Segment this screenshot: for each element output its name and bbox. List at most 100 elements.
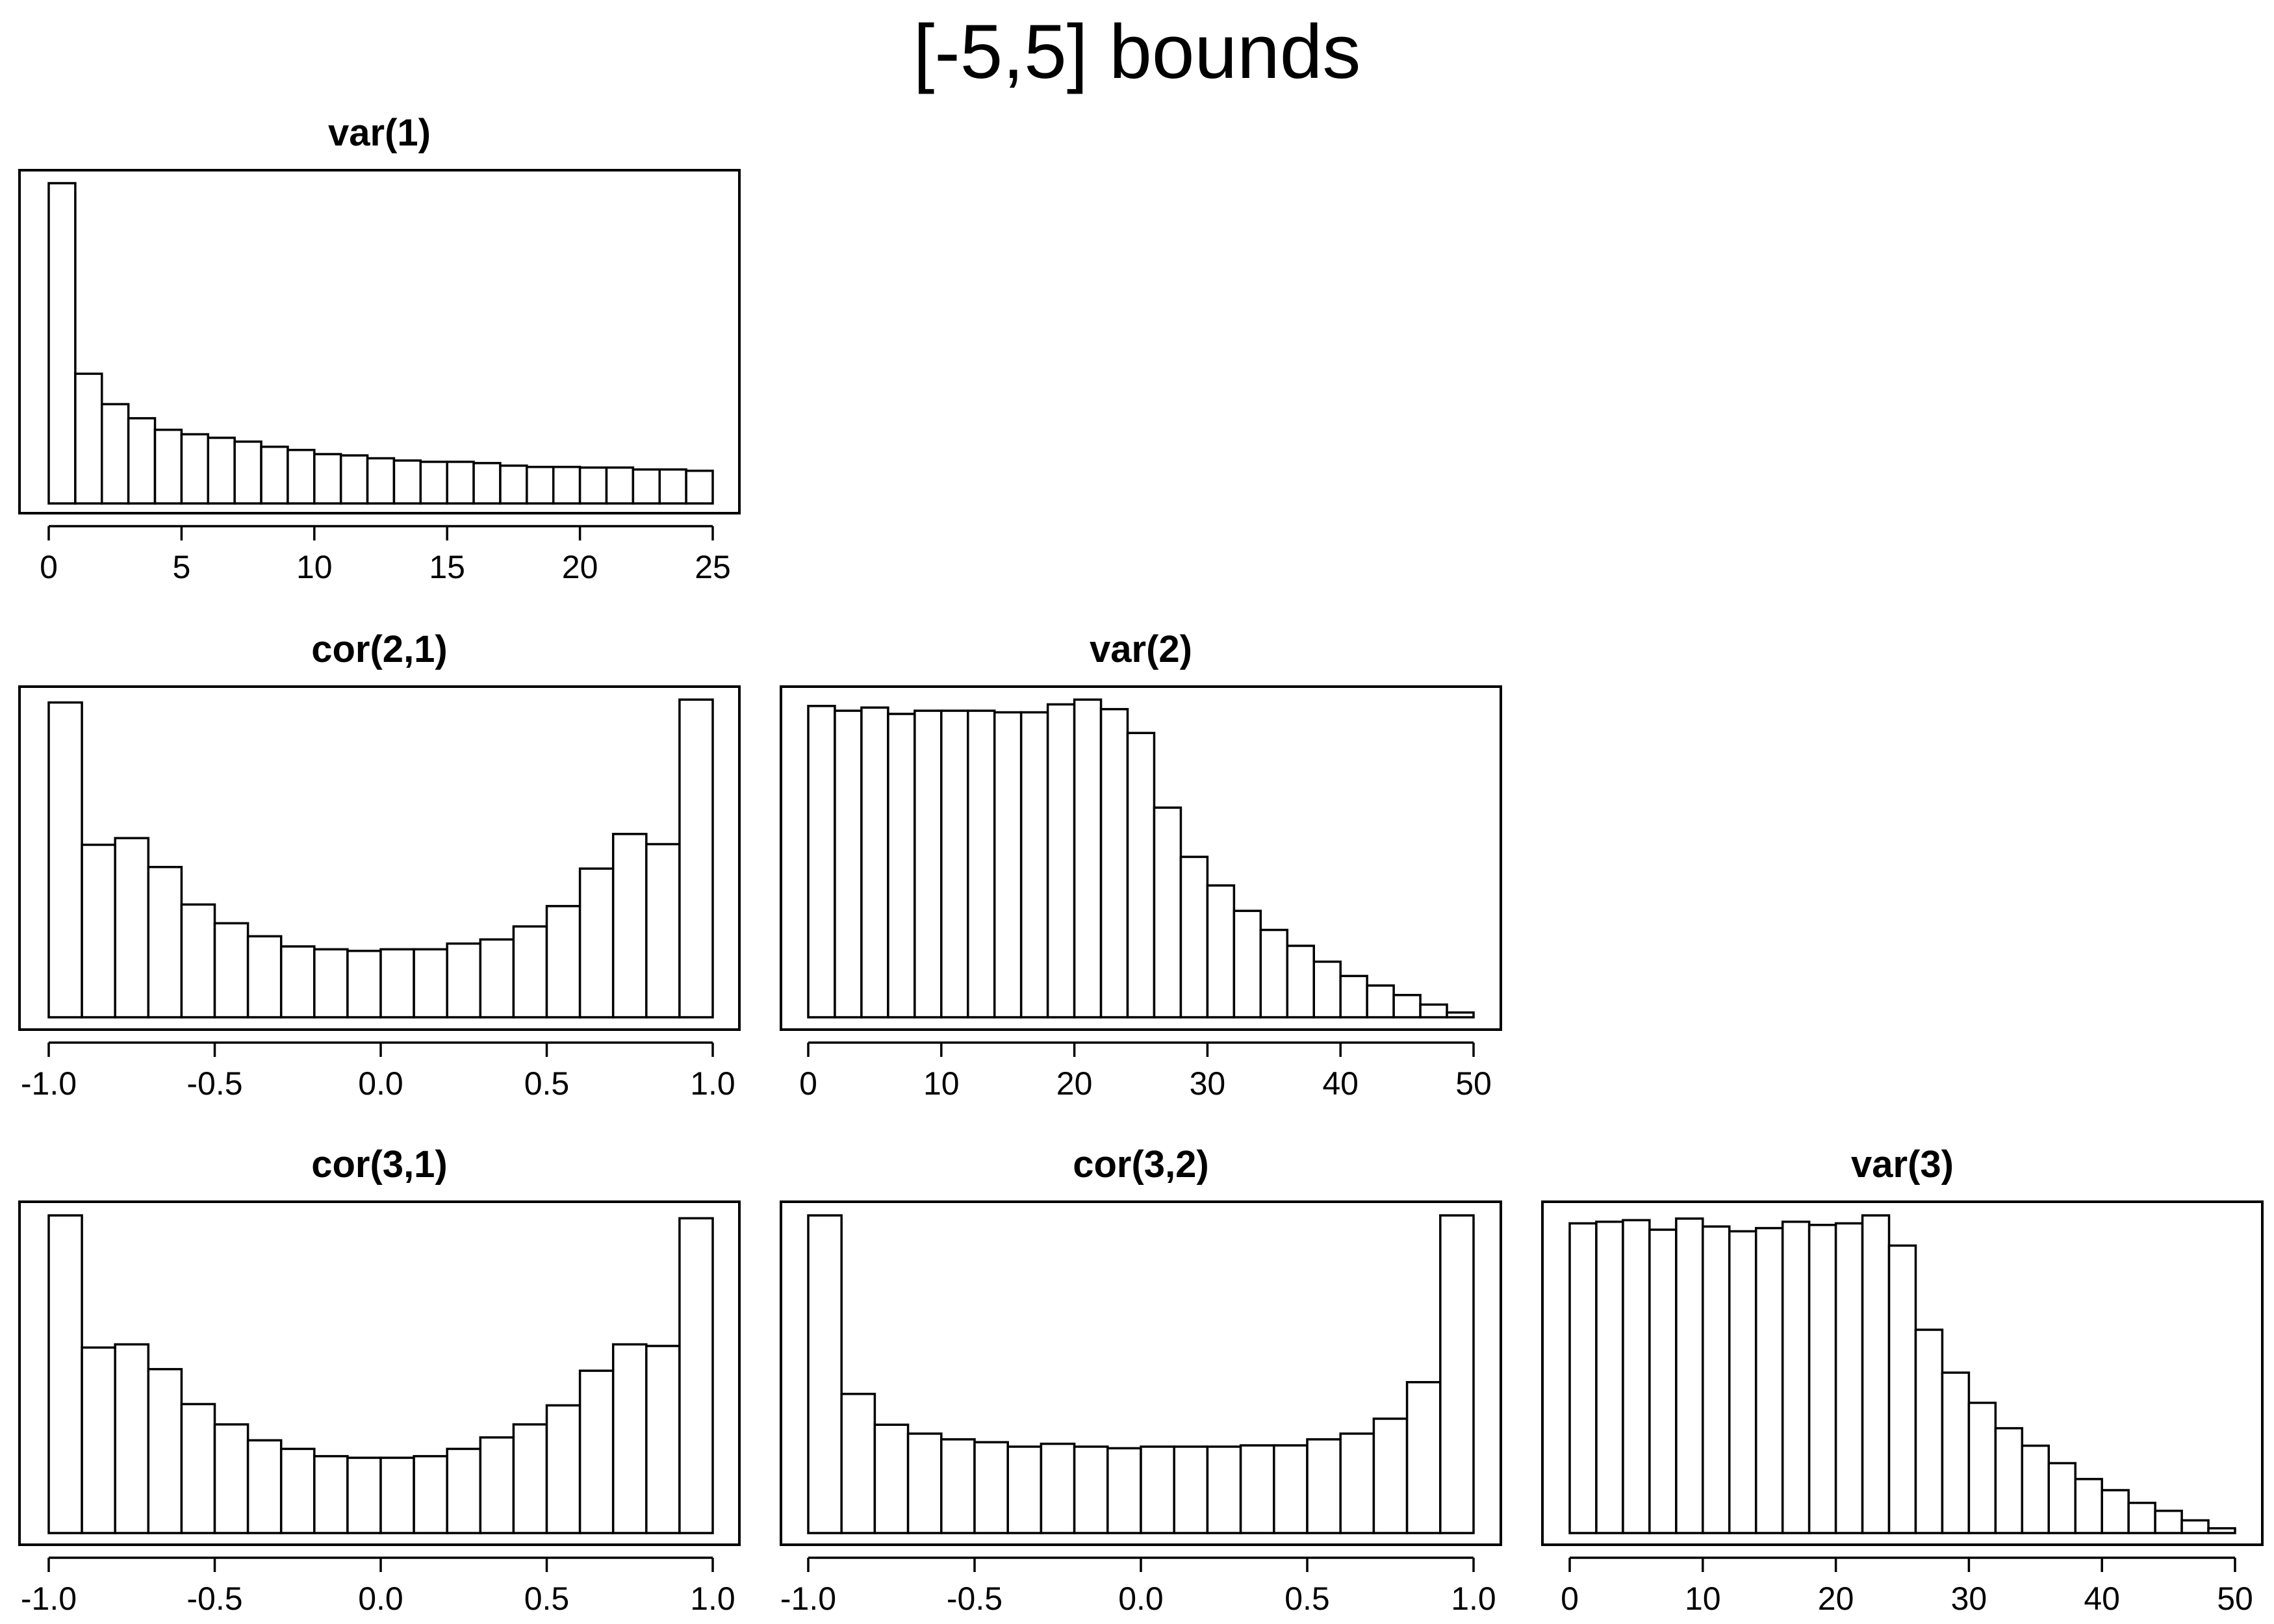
histogram-bar [1392, 994, 1422, 1019]
histogram-bar [153, 428, 183, 505]
histogram-bar [807, 705, 836, 1019]
x-tick-label: 40 [2084, 1580, 2120, 1617]
histogram-panel: cor(2,1) -1.0 -0.5 0.0 0.5 1.0 [18, 628, 741, 1102]
x-tick-label: 1.0 [690, 1065, 735, 1102]
histogram-bar [1808, 1223, 1837, 1534]
histogram-bar [1273, 1444, 1309, 1534]
histogram-bar [807, 1214, 843, 1534]
histogram-bar [658, 468, 687, 505]
histogram-panel: var(1) 0 5 10 15 20 25 [18, 112, 741, 585]
histogram-bar [1140, 1445, 1175, 1534]
histogram-bar [993, 711, 1023, 1019]
x-tick-label: 20 [1056, 1065, 1093, 1102]
histogram-bar [1405, 1380, 1442, 1534]
histogram-bar [1702, 1225, 1731, 1534]
histogram-bar [1306, 1438, 1342, 1534]
x-tick-label: 10 [1685, 1580, 1721, 1617]
histogram-bar [379, 1456, 415, 1534]
histogram-bar [1781, 1221, 1811, 1534]
histogram-bar [1568, 1222, 1598, 1534]
histogram-bar [1206, 884, 1236, 1019]
x-tick-label: 0.0 [358, 1580, 403, 1617]
histogram-bar [81, 843, 116, 1019]
histogram-bar [2180, 1519, 2210, 1534]
histogram-bar [392, 459, 422, 505]
histogram-bar [47, 1214, 83, 1534]
histogram-bar [1126, 731, 1156, 1019]
histogram-bar [578, 867, 615, 1019]
histogram-bar [1339, 1432, 1375, 1534]
x-tick-label: 0 [1561, 1580, 1579, 1617]
histogram-bar [47, 701, 83, 1019]
x-tick-label: 20 [1818, 1580, 1854, 1617]
histogram-bar [2074, 1478, 2103, 1534]
histogram-bar [834, 709, 863, 1019]
histogram-bar [339, 454, 369, 505]
x-tick-label: 1.0 [690, 1580, 735, 1617]
histogram-bar [2047, 1462, 2076, 1534]
histogram-bar [81, 1346, 116, 1534]
histogram-bar [479, 938, 515, 1019]
x-tick-label: -0.5 [186, 1580, 242, 1617]
histogram-bar [2101, 1489, 2130, 1534]
histogram-bar [1239, 1444, 1275, 1534]
histogram-bar [1073, 698, 1103, 1019]
histogram-bar [413, 948, 448, 1019]
histogram-bar [419, 461, 448, 505]
histogram-bar [1006, 1445, 1043, 1534]
histogram-bar [147, 865, 183, 1019]
histogram-bar [346, 950, 382, 1019]
histogram-bar [479, 1436, 515, 1534]
histogram-bar [180, 1402, 216, 1534]
histogram-bar [1312, 960, 1342, 1019]
histogram-bar [552, 466, 581, 505]
histogram-bar [2127, 1501, 2156, 1534]
panel-title: cor(3,2) [1073, 1143, 1209, 1186]
x-tick-label: 0.5 [1284, 1580, 1330, 1617]
histogram-bar [860, 706, 889, 1019]
plot-frame [1541, 1200, 2264, 1546]
histogram-bar [279, 945, 316, 1019]
histogram-bar [685, 469, 714, 505]
x-tick-label: 15 [429, 549, 465, 585]
histogram-bar [1173, 1445, 1209, 1534]
histogram-bar [611, 1343, 648, 1534]
histogram-panel: cor(3,2) -1.0 -0.5 0.0 0.5 1.0 [780, 1143, 1502, 1617]
histogram-bar [611, 833, 648, 1019]
histogram-bar [101, 403, 130, 505]
histogram-bar [213, 1423, 249, 1534]
histogram-bar [1233, 909, 1262, 1019]
histogram-bar [1040, 1442, 1076, 1534]
histogram-bar [1675, 1217, 1704, 1534]
histogram-bar [605, 466, 635, 505]
histogram-bar [1941, 1371, 1971, 1534]
histogram-bar [313, 453, 342, 505]
histogram-bar [1446, 1011, 1475, 1019]
x-tick-label: 50 [2217, 1580, 2253, 1617]
histogram-bar [1595, 1221, 1624, 1534]
histogram-bar [446, 1447, 482, 1534]
histogram-bar [346, 1456, 382, 1534]
plot-frame [780, 685, 1502, 1031]
histogram-bar [887, 713, 916, 1019]
x-tick-label: -1.0 [780, 1580, 836, 1617]
x-tick-label: 0.5 [524, 1580, 570, 1617]
x-tick-label: 30 [1951, 1580, 1987, 1617]
histogram-bar [973, 1441, 1009, 1534]
histogram-bar [313, 1454, 349, 1534]
panel-title: cor(3,1) [311, 1143, 448, 1186]
histogram-bar [1019, 711, 1049, 1019]
histogram-bar [207, 437, 236, 505]
histogram-bar [545, 1404, 581, 1534]
x-tick-label: -0.5 [186, 1065, 242, 1102]
histogram-bar [1834, 1222, 1864, 1534]
histogram-bar [906, 1432, 943, 1534]
histogram-bar [1967, 1401, 1997, 1534]
histogram-bar [1728, 1230, 1757, 1534]
histogram-bar [1648, 1228, 1678, 1534]
histogram-bar [147, 1367, 183, 1534]
histogram-bar [499, 464, 528, 505]
histogram-bar [873, 1423, 910, 1534]
histogram-bar [1073, 1445, 1109, 1534]
